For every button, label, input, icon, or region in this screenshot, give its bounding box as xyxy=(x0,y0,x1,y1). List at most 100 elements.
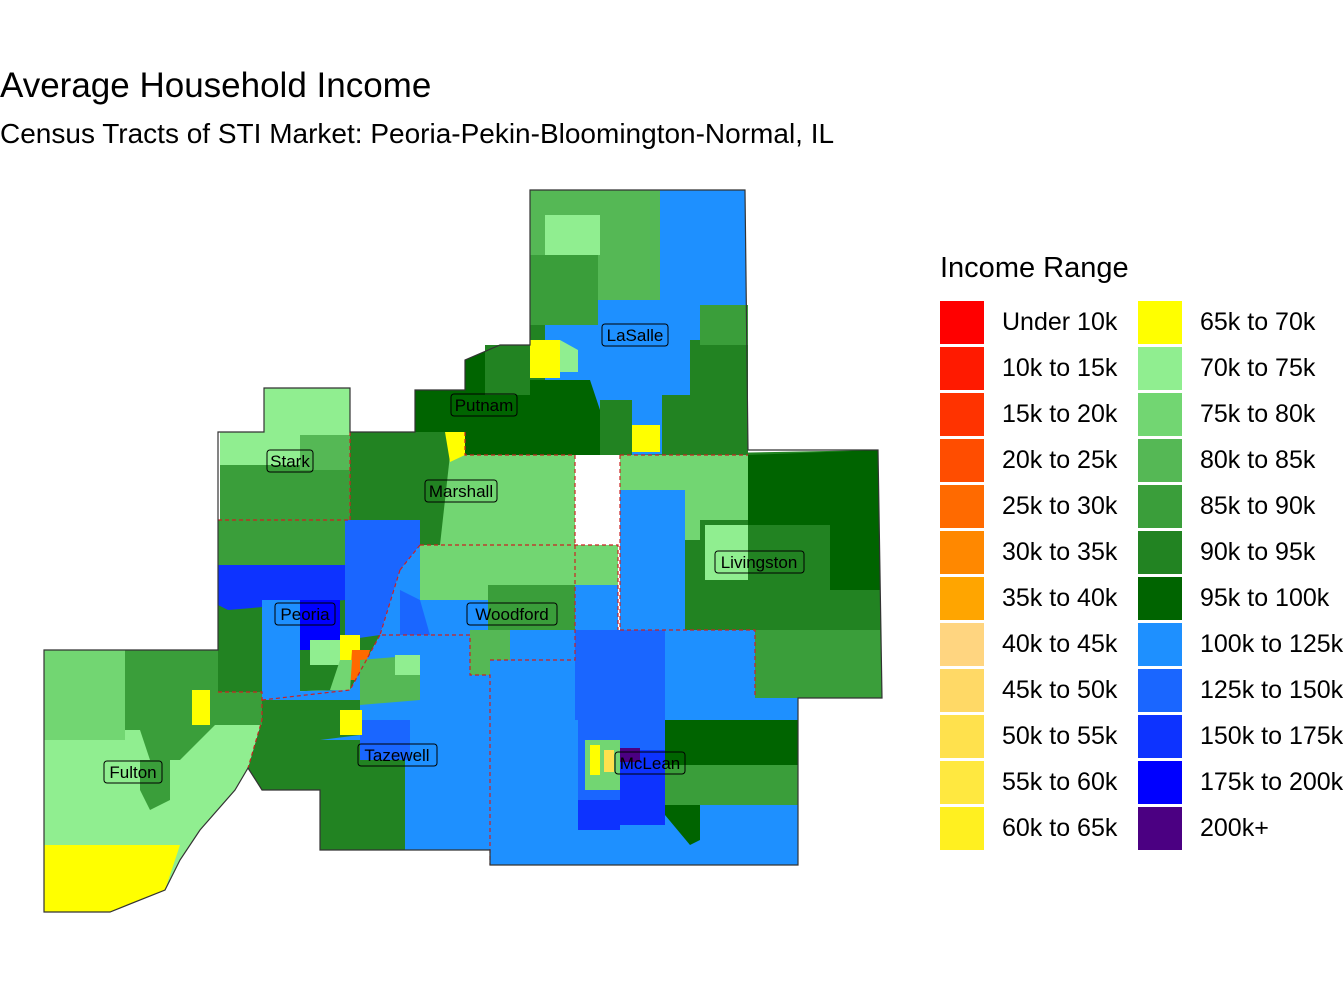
county-marshall xyxy=(350,432,575,570)
tract xyxy=(705,525,748,580)
svg-text:Fulton: Fulton xyxy=(109,763,156,782)
legend-label: 175k to 200k xyxy=(1200,768,1344,796)
svg-text:McLean: McLean xyxy=(620,754,680,773)
tract xyxy=(485,345,530,395)
tract xyxy=(360,720,410,760)
tract xyxy=(400,590,430,635)
tract xyxy=(748,450,880,590)
legend-swatch xyxy=(1138,393,1182,436)
tract xyxy=(218,520,350,565)
legend-item: 50k to 55k xyxy=(940,714,1150,760)
tract xyxy=(44,650,125,740)
county-mclean xyxy=(490,630,798,865)
legend-swatch xyxy=(940,761,984,804)
legend-swatch xyxy=(1138,439,1182,482)
county-peoria xyxy=(218,520,420,692)
legend-item: 150k to 175k xyxy=(1138,714,1344,760)
legend-swatch xyxy=(940,623,984,666)
legend-item: 70k to 75k xyxy=(1138,346,1344,392)
svg-text:Putnam: Putnam xyxy=(455,396,514,415)
tract xyxy=(350,432,430,520)
legend-swatch xyxy=(940,485,984,528)
tract xyxy=(220,432,300,465)
legend-swatch xyxy=(940,715,984,758)
legend-label: 25k to 30k xyxy=(1002,492,1118,520)
tract xyxy=(600,255,660,280)
legend-label: 20k to 25k xyxy=(1002,446,1118,474)
legend-label: 125k to 150k xyxy=(1200,676,1344,704)
legend-label: 95k to 100k xyxy=(1200,584,1330,612)
svg-text:Peoria: Peoria xyxy=(280,605,330,624)
county-label-putnam: Putnam xyxy=(450,393,518,417)
legend-label: Under 10k xyxy=(1002,308,1118,336)
tract xyxy=(440,455,575,545)
legend-swatch xyxy=(940,393,984,436)
tract xyxy=(700,305,748,345)
tract xyxy=(264,388,350,435)
county-label-tazewell: Tazewell xyxy=(357,743,438,767)
legend-swatch xyxy=(940,669,984,712)
legend-swatch xyxy=(1138,715,1182,758)
tract xyxy=(218,565,345,610)
legend-swatch xyxy=(1138,531,1182,574)
legend-item: 25k to 30k xyxy=(940,484,1150,530)
svg-text:Marshall: Marshall xyxy=(429,482,493,501)
tract xyxy=(600,400,632,455)
county-label-stark: Stark xyxy=(266,449,314,473)
legend-item: 45k to 50k xyxy=(940,668,1150,714)
legend-label: 200k+ xyxy=(1200,814,1269,842)
tract xyxy=(590,745,600,775)
legend-item: 125k to 150k xyxy=(1138,668,1344,714)
tract xyxy=(632,425,660,452)
legend-item: 100k to 125k xyxy=(1138,622,1344,668)
legend-item: 175k to 200k xyxy=(1138,760,1344,806)
legend-swatch xyxy=(1138,669,1182,712)
county-livingston xyxy=(620,450,882,698)
legend-swatch xyxy=(1138,761,1182,804)
legend-item: 55k to 60k xyxy=(940,760,1150,806)
legend-item: 95k to 100k xyxy=(1138,576,1344,622)
county-label-fulton: Fulton xyxy=(103,760,163,784)
county-tazewell xyxy=(248,635,490,850)
legend-label: 70k to 75k xyxy=(1200,354,1316,382)
legend-label: 40k to 45k xyxy=(1002,630,1118,658)
county-borders xyxy=(218,432,756,865)
legend-label: 150k to 175k xyxy=(1200,722,1344,750)
tract xyxy=(192,690,210,725)
tract xyxy=(755,630,882,698)
county-label-peoria: Peoria xyxy=(274,602,336,626)
legend-label: 80k to 85k xyxy=(1200,446,1316,474)
legend-item: Under 10k xyxy=(940,300,1150,346)
tract xyxy=(330,660,352,690)
legend-label: 75k to 80k xyxy=(1200,400,1316,428)
legend-swatch xyxy=(1138,577,1182,620)
tract xyxy=(320,740,405,850)
legend-swatch xyxy=(1138,485,1182,528)
legend-label: 60k to 65k xyxy=(1002,814,1118,842)
legend-label: 100k to 125k xyxy=(1200,630,1344,658)
legend-item: 10k to 15k xyxy=(940,346,1150,392)
svg-text:Woodford: Woodford xyxy=(475,605,548,624)
legend-label: 10k to 15k xyxy=(1002,354,1118,382)
svg-text:Stark: Stark xyxy=(270,452,310,471)
county-putnam xyxy=(415,345,530,455)
tract xyxy=(665,805,700,845)
county-labels: LaSalle Putnam Stark Marshall Livingston… xyxy=(103,323,805,784)
county-label-mclean: McLean xyxy=(614,751,686,775)
legend-label: 50k to 55k xyxy=(1002,722,1118,750)
legend-label: 90k to 95k xyxy=(1200,538,1316,566)
market-outline xyxy=(43,189,883,913)
map-title: Average Household Income xyxy=(0,66,432,105)
choropleth-map: LaSalle Putnam Stark Marshall Livingston… xyxy=(43,189,883,913)
tract xyxy=(560,340,578,372)
legend-item: 80k to 85k xyxy=(1138,438,1344,484)
legend-swatch xyxy=(1138,301,1182,344)
legend-label: 45k to 50k xyxy=(1002,676,1118,704)
legend-title: Income Range xyxy=(940,252,1129,284)
tract xyxy=(530,380,620,455)
svg-text:LaSalle: LaSalle xyxy=(607,326,664,345)
tract xyxy=(262,600,300,692)
legend-item: 90k to 95k xyxy=(1138,530,1344,576)
legend-label: 85k to 90k xyxy=(1200,492,1316,520)
svg-text:Tazewell: Tazewell xyxy=(364,746,429,765)
